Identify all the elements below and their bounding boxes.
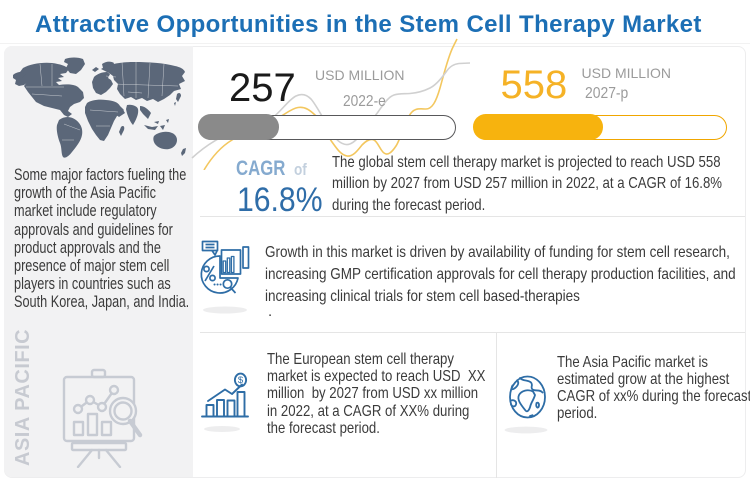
svg-text:$: $ xyxy=(238,375,244,386)
